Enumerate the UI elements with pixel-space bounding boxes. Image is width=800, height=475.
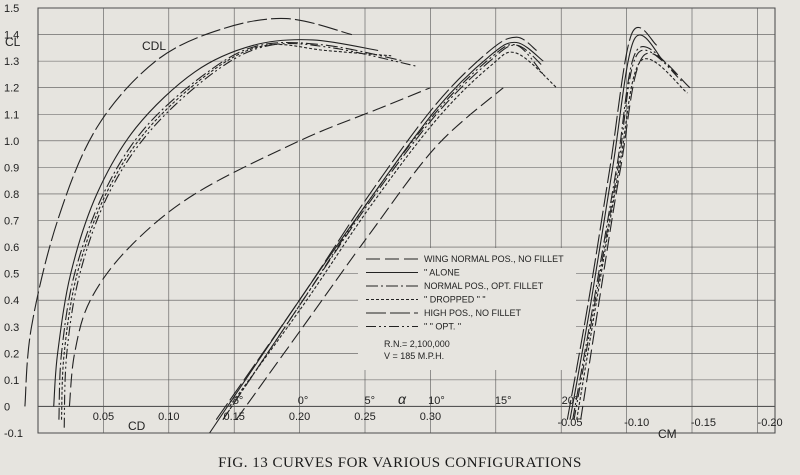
y-tick-labels: -0.1 0 0.1 0.2 0.3 0.4 0.5 0.6 0.7 0.8 0.9 1.0 1.1 1.… [4, 3, 23, 440]
y-tick-label: 0.4 [4, 295, 19, 307]
legend-label: " DROPPED " " [424, 295, 486, 305]
y-tick-label: 0.1 [4, 375, 19, 387]
cm-tick-label: -0.20 [758, 417, 783, 429]
moment-curve-6 [573, 49, 684, 420]
y-tick-label: 0.7 [4, 216, 19, 228]
lift-curve-5 [215, 36, 537, 421]
alpha-tick-label: 15° [495, 395, 512, 407]
drag-polar-curve-5 [24, 17, 353, 407]
moment-curve-2 [569, 34, 664, 420]
cm-tick-label: -0.15 [691, 417, 716, 429]
alpha-axis-label: α [398, 391, 407, 407]
legend-label: WING NORMAL POS., NO FILLET [424, 254, 564, 264]
y-tick-label: 0.2 [4, 348, 19, 360]
drag-polar-curve-2 [53, 39, 379, 407]
cd-tick-label: 0.15 [223, 411, 244, 423]
y-tick-label: 0 [4, 401, 10, 413]
velocity-note: V = 185 M.P.H. [384, 351, 444, 361]
cd-tick-label: 0.25 [354, 411, 375, 423]
y-tick-label: -0.1 [4, 428, 23, 440]
legend-background [358, 248, 576, 370]
legend-label: HIGH POS., NO FILLET [424, 308, 522, 318]
legend-label: NORMAL POS., OPT. FILLET [424, 281, 544, 291]
alpha-tick-labels: -5° 0° 5° 10° 15° 20° [229, 395, 578, 407]
y-tick-label: 1.2 [4, 83, 19, 95]
lift-curve-6 [222, 43, 544, 421]
cd-tick-label: 0.05 [93, 411, 114, 423]
alpha-tick-label: 10° [428, 395, 445, 407]
drag-polar-curve-6 [63, 42, 418, 428]
y-tick-label: 1.3 [4, 56, 19, 68]
cdl-curve-label: CDL [142, 39, 166, 53]
cm-axis-label: CM [658, 427, 677, 441]
plot-grid [37, 7, 776, 434]
y-tick-label: 0.8 [4, 189, 19, 201]
cm-tick-labels: -0.05 -0.10 -0.15 -0.20 [557, 417, 782, 429]
y-tick-label: 1.1 [4, 109, 19, 121]
y-tick-label: 0.5 [4, 269, 19, 281]
legend-label: " " OPT. " [424, 322, 461, 332]
figure-caption: FIG. 13 CURVES FOR VARIOUS CONFIGURATION… [218, 455, 582, 471]
reynolds-note: R.N.= 2,100,000 [384, 339, 450, 349]
lift-curve-1 [235, 87, 504, 421]
cd-tick-label: 0.10 [158, 411, 179, 423]
cd-tick-label: 0.30 [420, 411, 441, 423]
alpha-tick-label: 0° [298, 395, 309, 407]
y-tick-label: 1.0 [4, 136, 19, 148]
cd-tick-labels: 0.05 0.10 0.15 0.20 0.25 0.30 [93, 411, 441, 423]
y-tick-label: 1.4 [4, 30, 19, 42]
legend-label: " ALONE [424, 268, 460, 278]
moment-curve-5 [566, 26, 658, 420]
y-axis-label: CL [5, 35, 21, 49]
drag-polar-curve-3 [58, 41, 405, 420]
drag-polar-curve-1 [68, 87, 431, 407]
y-tick-label: 0.3 [4, 322, 19, 334]
legend: WING NORMAL POS., NO FILLET " ALONE NORMAL… [358, 248, 576, 370]
y-tick-label: 0.6 [4, 242, 19, 254]
cd-axis-label: CD [128, 419, 146, 433]
alpha-tick-label: 5° [364, 395, 375, 407]
y-tick-label: 1.5 [4, 3, 19, 15]
moment-curve-1 [580, 52, 691, 420]
cd-tick-label: 0.20 [289, 411, 310, 423]
lift-curve-4 [229, 51, 557, 407]
drag-polar-curve-4 [60, 43, 392, 420]
cm-tick-label: -0.05 [557, 417, 582, 429]
curves-layer [24, 17, 691, 434]
y-tick-label: 0.9 [4, 162, 19, 174]
cm-tick-label: -0.10 [624, 417, 649, 429]
moment-curve-4 [576, 58, 688, 420]
moment-curve-3 [572, 46, 678, 420]
